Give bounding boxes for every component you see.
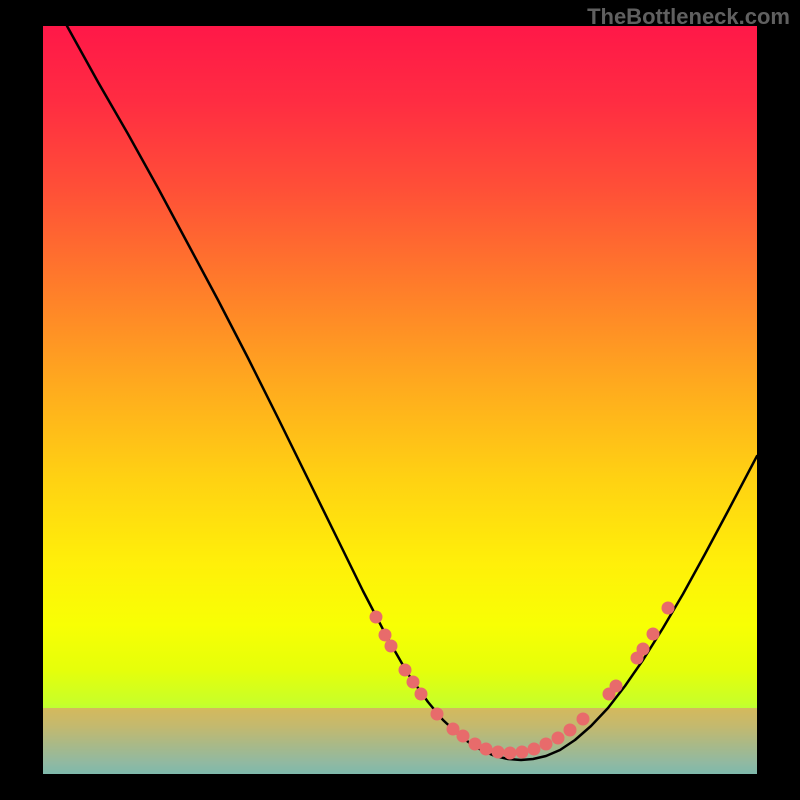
data-marker	[610, 680, 623, 693]
data-marker	[647, 628, 660, 641]
data-marker	[492, 746, 505, 759]
data-marker	[504, 747, 517, 760]
data-marker	[662, 602, 675, 615]
data-marker	[415, 688, 428, 701]
bottom-band	[43, 708, 757, 774]
data-marker	[457, 730, 470, 743]
data-marker	[399, 664, 412, 677]
data-marker	[407, 676, 420, 689]
data-marker	[552, 732, 565, 745]
data-marker	[516, 746, 529, 759]
data-marker	[528, 743, 541, 756]
curve-layer	[43, 26, 757, 774]
data-marker	[637, 643, 650, 656]
data-marker	[379, 629, 392, 642]
data-marker	[385, 640, 398, 653]
plot-area	[43, 26, 757, 774]
data-marker	[431, 708, 444, 721]
data-marker	[564, 724, 577, 737]
data-marker	[577, 713, 590, 726]
data-marker	[370, 611, 383, 624]
data-marker	[540, 738, 553, 751]
data-marker	[480, 743, 493, 756]
bottleneck-curve	[67, 26, 757, 760]
watermark-text: TheBottleneck.com	[587, 4, 790, 30]
chart-container: TheBottleneck.com	[0, 0, 800, 800]
